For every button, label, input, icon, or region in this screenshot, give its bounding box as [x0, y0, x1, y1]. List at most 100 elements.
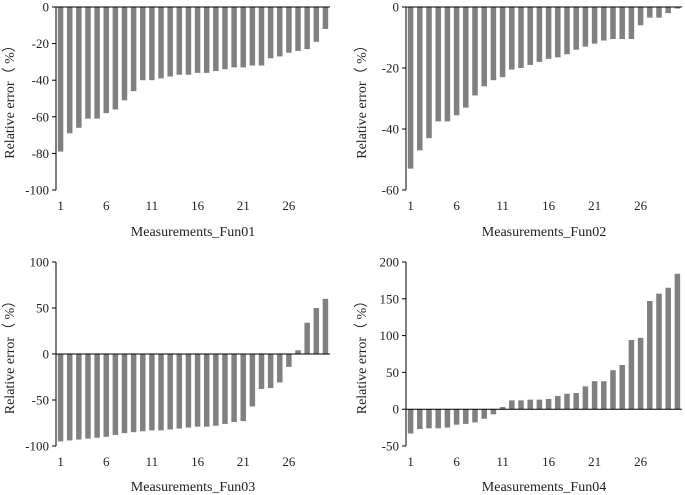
bar-22 [601, 381, 607, 410]
bar-23 [610, 370, 616, 410]
bar-4 [85, 354, 91, 439]
bar-20 [582, 7, 589, 47]
x-tick-label: 26 [282, 198, 296, 213]
x-tick-label: 21 [588, 198, 601, 213]
bar-15 [185, 7, 192, 75]
y-tick-label: 0 [43, 0, 50, 15]
bar-19 [573, 393, 579, 410]
bar-16 [545, 398, 552, 410]
y-tick-label: 0 [393, 0, 400, 15]
y-tick-label: -20 [32, 36, 49, 51]
bar-13 [518, 400, 524, 410]
bar-7 [112, 7, 119, 110]
bar-7 [463, 409, 469, 424]
bar-12 [158, 7, 164, 79]
x-tick-label: 6 [453, 198, 460, 213]
bar-2 [66, 7, 73, 134]
bar-23 [258, 7, 265, 66]
bar-6 [453, 7, 460, 116]
x-tick-label: 21 [237, 454, 250, 469]
bar-21 [591, 381, 598, 410]
x-axis-title: Measurements_Fun02 [482, 225, 606, 240]
bar-3 [426, 409, 432, 429]
bar-24 [619, 365, 625, 410]
bar-26 [286, 354, 292, 367]
y-tick-label: 200 [380, 255, 400, 270]
bar-12 [509, 7, 515, 70]
x-tick-label: 26 [282, 454, 296, 469]
bar-17 [203, 354, 210, 427]
y-tick-label: -50 [32, 393, 49, 408]
x-tick-label: 1 [57, 454, 64, 469]
bar-6 [453, 409, 460, 425]
bar-16 [194, 354, 201, 427]
bar-27 [295, 350, 301, 354]
bar-13 [167, 7, 173, 77]
bar-24 [619, 7, 625, 40]
bar-11 [499, 7, 506, 78]
panel-fun02: 0-20-40-601 6 11 16 21 26Measurements_Fun02Re… [354, 0, 682, 240]
x-axis-title: Measurements_Fun04 [482, 480, 606, 495]
y-axis-title: Relative error（ %） [354, 294, 370, 415]
bar-3 [76, 354, 82, 440]
bar-3 [426, 7, 432, 139]
bar-13 [518, 7, 524, 68]
bar-7 [112, 354, 119, 435]
bar-4 [85, 7, 91, 119]
bar-22 [249, 7, 256, 66]
bar-19 [222, 354, 228, 424]
x-tick-label: 26 [634, 198, 648, 213]
bar-20 [582, 386, 589, 410]
bar-22 [601, 7, 607, 41]
bar-26 [286, 7, 292, 53]
bar-21 [591, 7, 598, 44]
bar-1 [407, 7, 414, 169]
bar-15 [185, 354, 192, 428]
bar-21 [240, 7, 246, 68]
bar-5 [444, 409, 451, 428]
bar-25 [628, 7, 635, 40]
bar-9 [130, 354, 137, 433]
y-tick-label: 0 [43, 347, 50, 362]
bar-24 [267, 7, 274, 59]
bar-17 [555, 395, 561, 410]
bar-30 [674, 273, 681, 410]
x-tick-label: 11 [146, 198, 159, 213]
bar-10 [490, 409, 497, 415]
bar-11 [149, 7, 155, 81]
bar-30 [674, 7, 681, 9]
y-tick-label: -100 [25, 183, 49, 198]
bar-9 [481, 409, 487, 419]
x-tick-label: 1 [407, 454, 414, 469]
bar-1 [57, 7, 64, 152]
bar-25 [628, 340, 635, 410]
y-tick-label: -20 [382, 61, 399, 76]
bar-11 [149, 354, 155, 431]
y-tick-label: -40 [382, 122, 399, 137]
bar-8 [121, 354, 128, 434]
x-axis-title: Measurements_Fun03 [131, 480, 255, 495]
bar-19 [222, 7, 228, 70]
x-tick-label: 1 [57, 198, 64, 213]
bar-15 [536, 399, 543, 410]
bar-5 [94, 7, 100, 119]
bar-6 [103, 7, 109, 114]
bar-14 [527, 399, 533, 410]
bar-10 [140, 354, 146, 432]
x-axis-title: Measurements_Fun01 [131, 225, 255, 240]
bar-27 [295, 7, 301, 51]
bar-25 [277, 7, 283, 57]
bar-26 [637, 337, 644, 410]
y-axis-title: Relative error（ %） [2, 38, 18, 159]
y-tick-label: 50 [36, 301, 49, 316]
bar-1 [57, 354, 64, 442]
x-tick-label: 1 [407, 198, 414, 213]
bar-29 [313, 7, 320, 42]
y-tick-label: -50 [382, 439, 399, 454]
bar-18 [564, 7, 570, 55]
bar-8 [472, 409, 478, 423]
bar-7 [463, 7, 469, 108]
y-axis-title: Relative error（ %） [354, 38, 370, 159]
